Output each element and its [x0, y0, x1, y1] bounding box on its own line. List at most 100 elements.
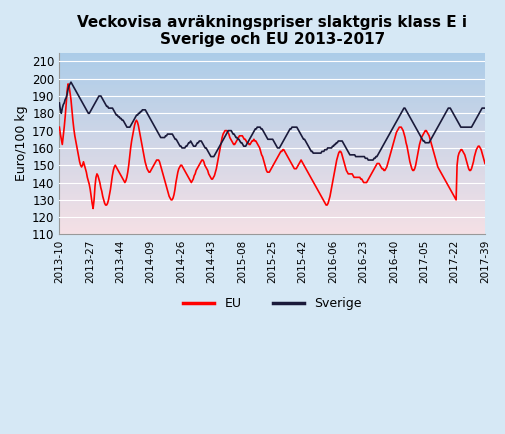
Bar	[60, 62, 485, 63]
Bar	[60, 204, 485, 205]
Bar	[60, 227, 485, 228]
Bar	[60, 179, 485, 180]
Bar	[60, 123, 485, 124]
Bar	[60, 67, 485, 68]
Bar	[60, 61, 485, 62]
Bar	[60, 119, 485, 120]
Bar	[60, 128, 485, 129]
Bar	[60, 217, 485, 218]
Bar	[60, 134, 485, 135]
Bar	[60, 175, 485, 176]
Bar	[60, 135, 485, 136]
Bar	[60, 73, 485, 74]
Bar	[60, 152, 485, 153]
Bar	[60, 115, 485, 116]
Bar	[60, 98, 485, 99]
Bar	[60, 137, 485, 138]
Bar	[60, 187, 485, 188]
Bar	[60, 159, 485, 160]
Bar	[60, 107, 485, 108]
Bar	[60, 220, 485, 221]
Bar	[60, 53, 485, 54]
Bar	[60, 124, 485, 125]
Bar	[60, 97, 485, 98]
Bar	[60, 110, 485, 111]
Bar	[60, 108, 485, 109]
Bar	[60, 54, 485, 55]
Bar	[60, 192, 485, 193]
Bar	[60, 177, 485, 178]
Bar	[60, 122, 485, 123]
Bar	[60, 55, 485, 56]
Bar	[60, 153, 485, 154]
Bar	[60, 202, 485, 203]
Bar	[60, 114, 485, 115]
Bar	[60, 104, 485, 105]
Bar	[60, 70, 485, 71]
Bar	[60, 223, 485, 224]
Bar	[60, 181, 485, 182]
Y-axis label: Euro/100 kg: Euro/100 kg	[15, 106, 28, 181]
Bar	[60, 232, 485, 233]
Bar	[60, 66, 485, 67]
Bar	[60, 218, 485, 219]
Bar	[60, 63, 485, 64]
Bar	[60, 92, 485, 93]
Bar	[60, 136, 485, 137]
Bar	[60, 103, 485, 104]
Bar	[60, 173, 485, 174]
Bar	[60, 85, 485, 86]
Bar	[60, 111, 485, 112]
Bar	[60, 59, 485, 60]
Bar	[60, 148, 485, 149]
Bar	[60, 68, 485, 69]
Bar	[60, 80, 485, 81]
Bar	[60, 162, 485, 163]
Bar	[60, 113, 485, 114]
Bar	[60, 81, 485, 82]
Legend: EU, Sverige: EU, Sverige	[178, 293, 366, 316]
Bar	[60, 193, 485, 194]
Bar	[60, 121, 485, 122]
Bar	[60, 141, 485, 142]
Bar	[60, 221, 485, 222]
Bar	[60, 180, 485, 181]
Bar	[60, 209, 485, 210]
Bar	[60, 233, 485, 234]
Bar	[60, 56, 485, 57]
Bar	[60, 188, 485, 189]
Bar	[60, 130, 485, 131]
Bar	[60, 205, 485, 206]
Bar	[60, 58, 485, 59]
Bar	[60, 210, 485, 211]
Bar	[60, 146, 485, 147]
Bar	[60, 226, 485, 227]
Bar	[60, 131, 485, 132]
Bar	[60, 184, 485, 185]
Bar	[60, 214, 485, 215]
Bar	[60, 171, 485, 172]
Bar	[60, 191, 485, 192]
Bar	[60, 82, 485, 83]
Bar	[60, 195, 485, 196]
Bar	[60, 140, 485, 141]
Bar	[60, 151, 485, 152]
Bar	[60, 125, 485, 126]
Bar	[60, 203, 485, 204]
Bar	[60, 144, 485, 145]
Bar	[60, 155, 485, 156]
Bar	[60, 145, 485, 146]
Bar	[60, 57, 485, 58]
Bar	[60, 132, 485, 133]
Bar	[60, 76, 485, 77]
Bar	[60, 71, 485, 72]
Bar	[60, 149, 485, 150]
Bar	[60, 154, 485, 155]
Bar	[60, 165, 485, 166]
Bar	[60, 212, 485, 213]
Bar	[60, 201, 485, 202]
Bar	[60, 183, 485, 184]
Bar	[60, 199, 485, 200]
Bar	[60, 166, 485, 167]
Bar	[60, 216, 485, 217]
